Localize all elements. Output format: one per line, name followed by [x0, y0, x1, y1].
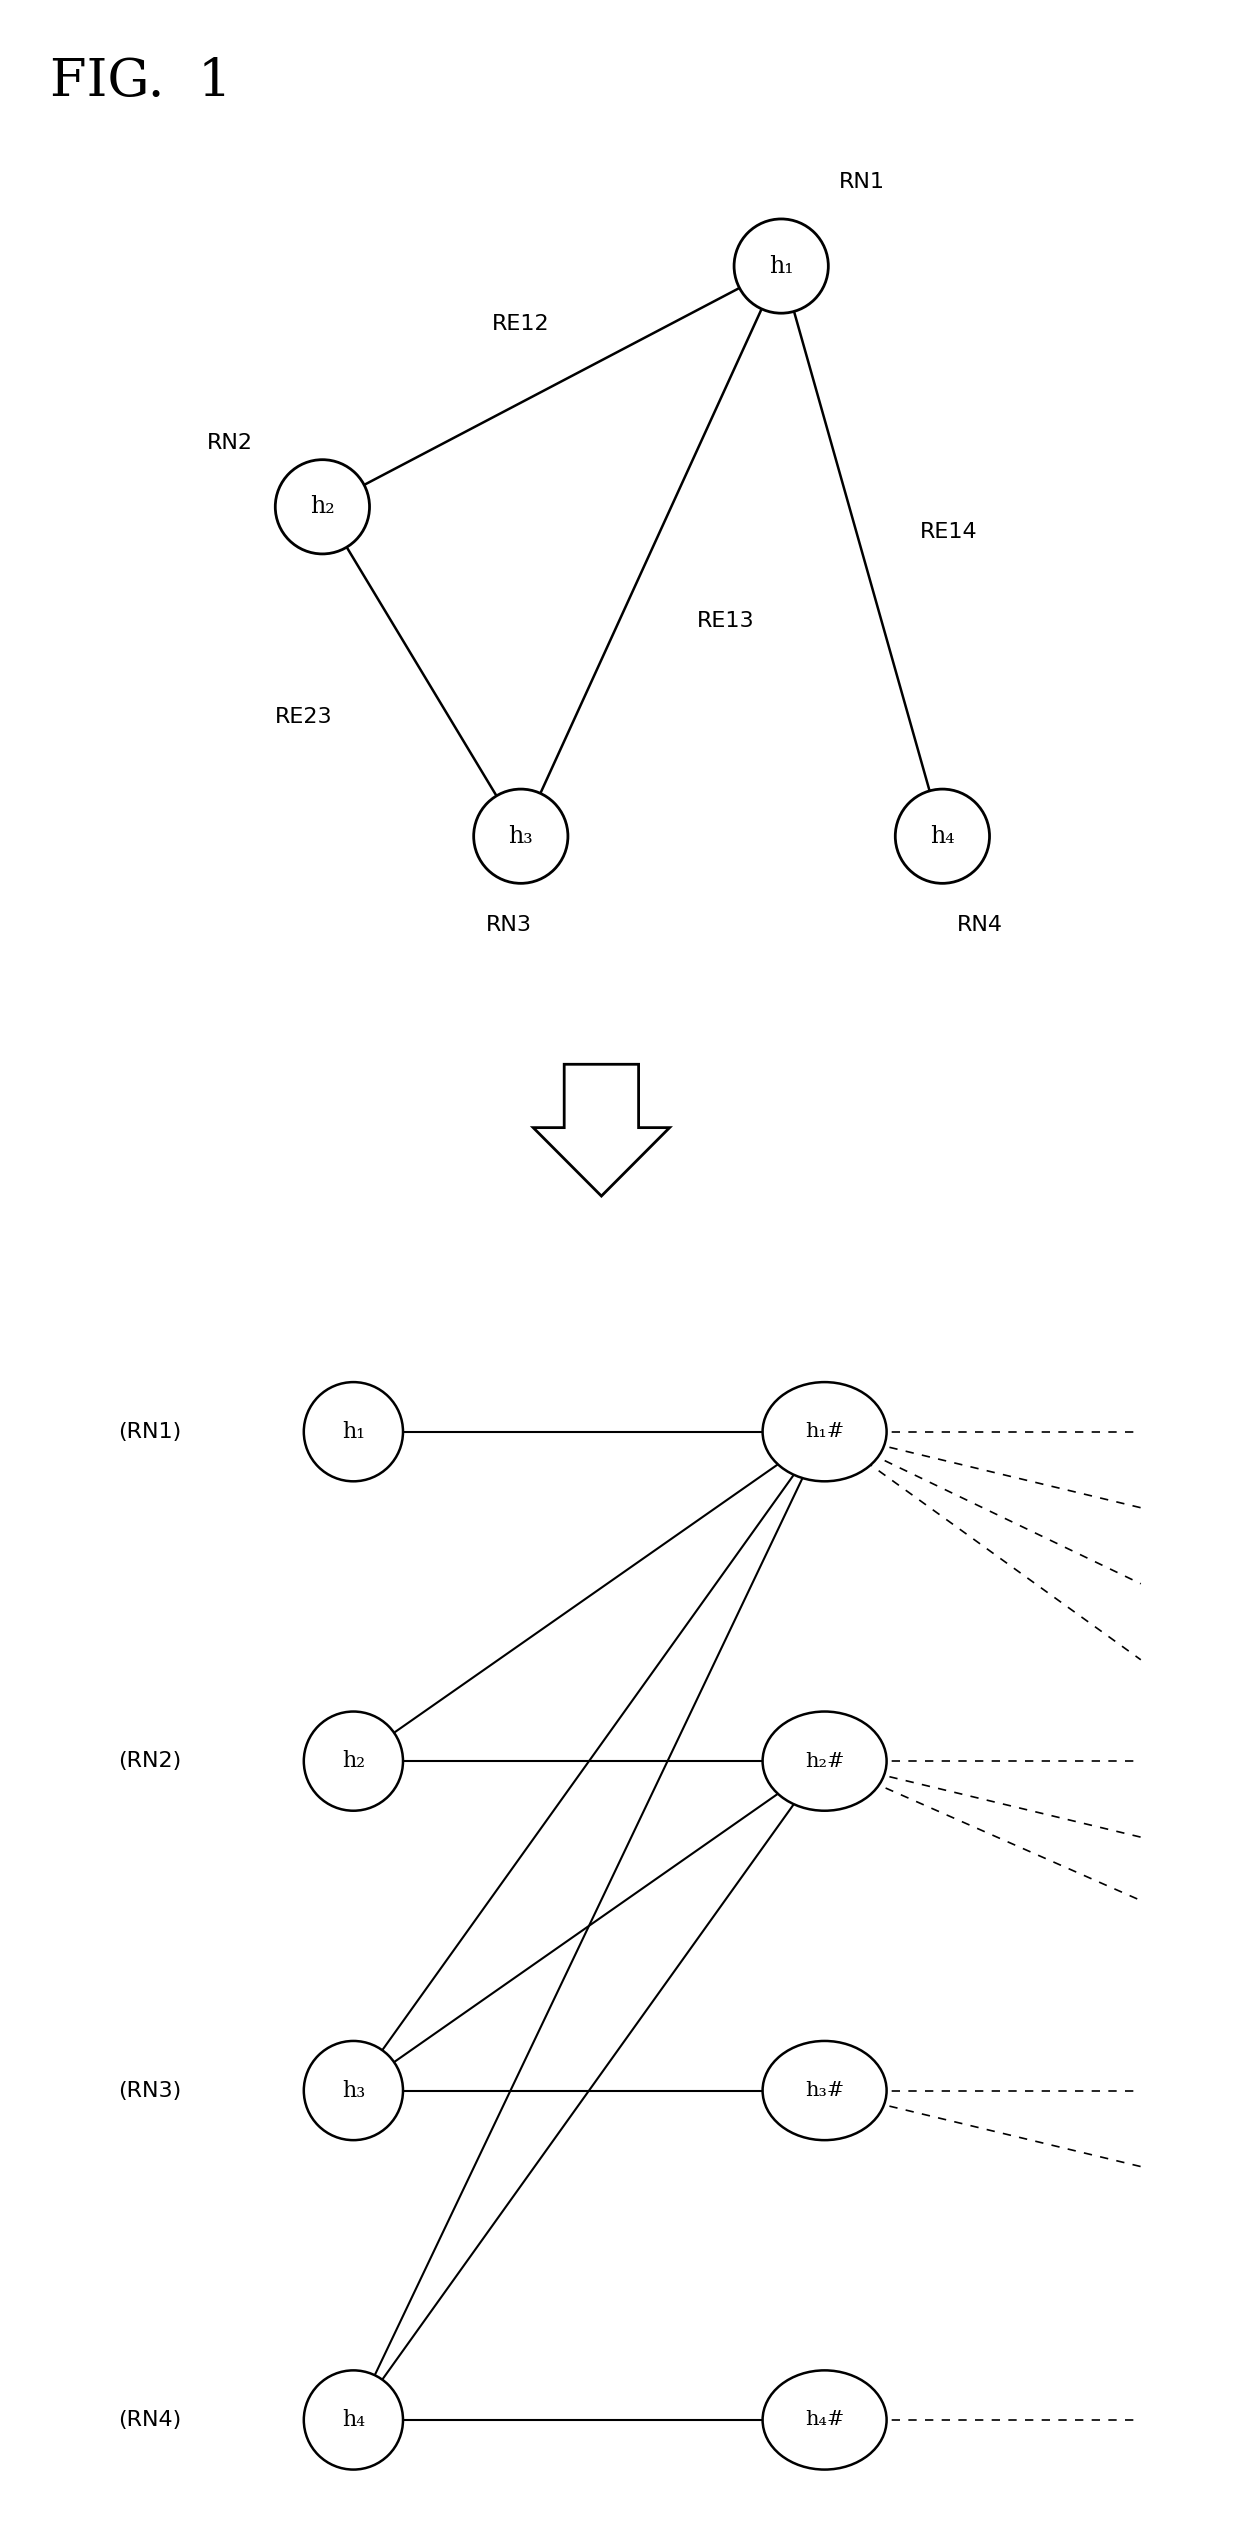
Text: h₃: h₃	[508, 824, 533, 849]
Text: (RN1): (RN1)	[118, 1422, 181, 1442]
Text: h₂: h₂	[342, 1751, 365, 1771]
Text: h₄: h₄	[930, 824, 955, 849]
Ellipse shape	[304, 2040, 403, 2141]
Text: h₃: h₃	[342, 2080, 365, 2101]
Text: h₂#: h₂#	[805, 1751, 844, 1771]
Text: h₁: h₁	[769, 253, 794, 279]
Polygon shape	[533, 1064, 670, 1196]
Ellipse shape	[763, 2040, 887, 2141]
Text: FIG.  1: FIG. 1	[50, 56, 231, 106]
Ellipse shape	[734, 218, 828, 314]
Text: h₃#: h₃#	[805, 2080, 844, 2101]
Ellipse shape	[763, 2369, 887, 2471]
Text: RE12: RE12	[492, 314, 549, 334]
Ellipse shape	[474, 788, 568, 884]
Text: RN1: RN1	[838, 172, 885, 193]
Ellipse shape	[275, 459, 370, 555]
Text: h₄#: h₄#	[805, 2410, 844, 2430]
Text: RN3: RN3	[485, 915, 532, 935]
Ellipse shape	[763, 1381, 887, 1482]
Ellipse shape	[304, 2369, 403, 2471]
Text: h₁: h₁	[342, 1422, 365, 1442]
Ellipse shape	[763, 1710, 887, 1812]
Text: RE23: RE23	[275, 707, 332, 727]
Text: h₁#: h₁#	[805, 1422, 844, 1442]
Text: h₄: h₄	[342, 2410, 365, 2430]
Text: h₂: h₂	[310, 494, 335, 519]
Text: RN2: RN2	[206, 433, 253, 454]
Text: (RN4): (RN4)	[118, 2410, 181, 2430]
Text: (RN2): (RN2)	[118, 1751, 181, 1771]
Text: (RN3): (RN3)	[118, 2080, 181, 2101]
Ellipse shape	[304, 1381, 403, 1482]
Text: RE14: RE14	[920, 522, 977, 542]
Text: RE13: RE13	[697, 611, 754, 631]
Ellipse shape	[895, 788, 990, 884]
Ellipse shape	[304, 1710, 403, 1812]
Text: RN4: RN4	[956, 915, 1003, 935]
